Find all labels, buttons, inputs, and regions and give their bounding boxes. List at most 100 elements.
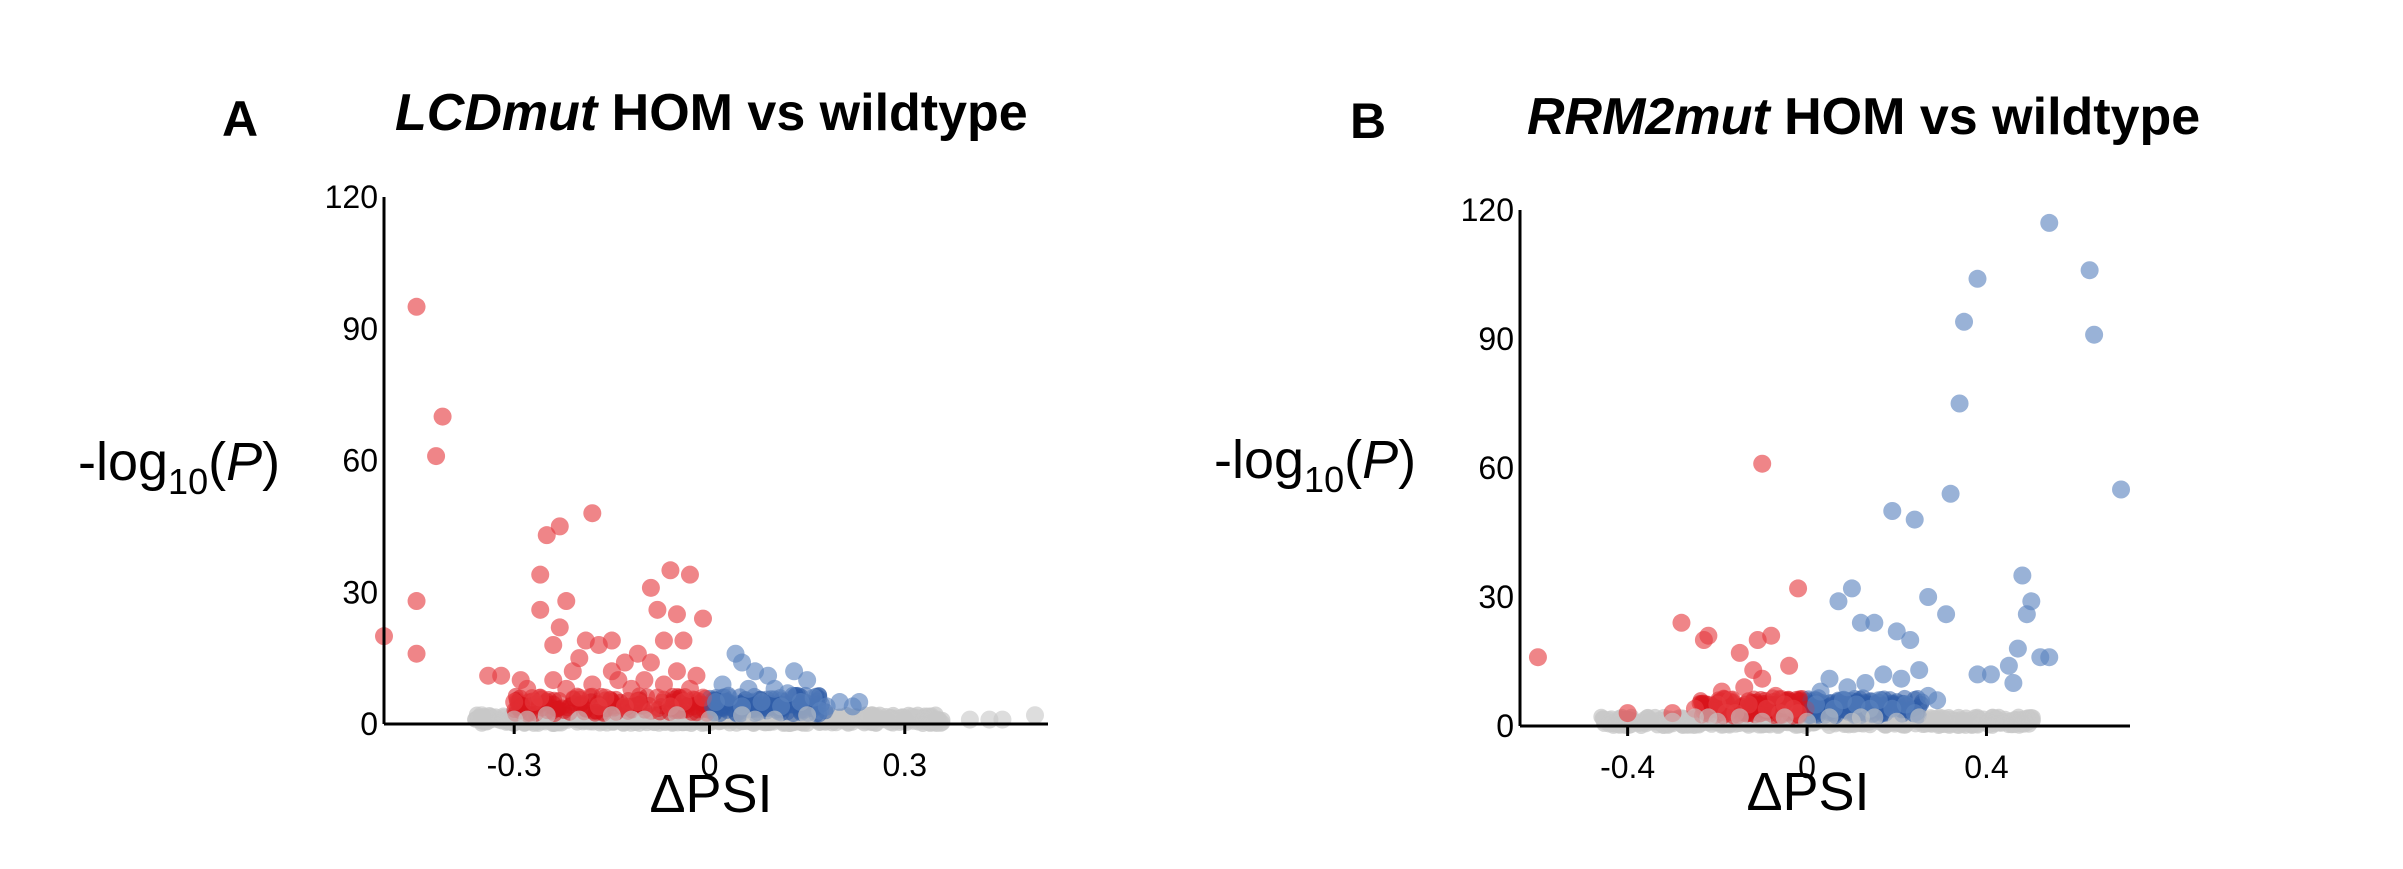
y-tick-label: 60 [1478,450,1514,486]
ns-point [746,710,765,729]
down-point [550,517,569,536]
down-point [693,609,712,628]
ns-point [1775,708,1794,727]
up-point [1937,605,1956,624]
ns-point [570,710,589,729]
ns-point [928,710,947,729]
down-point [544,671,563,690]
panel-b-title-gene: RRM2mut [1527,88,1772,146]
ns-point [1887,712,1906,731]
y-tick-label: 90 [1478,321,1514,357]
ns-point [1730,708,1749,727]
up-point [1941,484,1960,503]
panel-a-ylabel-prefix: -log [78,432,168,492]
down-point [667,605,686,624]
up-point [2008,639,2027,658]
ns-point [1955,712,1974,731]
down-point [570,688,589,707]
ns-point [518,710,537,729]
y-tick-label: 0 [1496,708,1514,744]
down-point [1694,631,1713,649]
panel-a-ylabel-open: ( [208,432,226,492]
ns-point [960,710,979,729]
ns-point [1753,712,1772,731]
up-point [1919,588,1938,606]
down-point [609,671,628,690]
up-point [2112,480,2131,499]
panel-b-x-axis-label: ΔPSI [1746,762,1869,822]
up-point [1928,691,1947,710]
ns-point [1820,708,1839,727]
down-point [407,644,426,663]
panel-a: A LCDmut HOM vs wildtype 0 30 60 90 120 -0.3… [78,84,1048,824]
panel-b-x-ticks: -0.4 0 0.4 [1600,726,2009,785]
down-point [667,662,686,681]
up-point [2013,566,2032,585]
ns-point [537,706,556,725]
down-point [589,697,608,716]
down-point [661,561,680,580]
panel-b-ylabel-prefix: -log [1214,430,1304,490]
panel-a-x-ticks: -0.3 0 0.3 [487,724,927,783]
panel-a-ylabel-sub: 10 [168,461,208,502]
down-point [654,631,673,650]
ns-point [1025,706,1044,725]
up-point [785,662,804,681]
down-point [628,644,647,663]
down-point [1730,643,1749,662]
down-point [427,447,446,466]
up-point [1892,669,1911,688]
panel-a-points [375,297,1044,732]
up-point [1905,510,1924,529]
up-point [707,693,725,712]
panel-a-title-gene: LCDmut [395,84,600,142]
ns-point [1685,708,1704,727]
ns-point [830,710,849,729]
ns-point [472,706,491,725]
ns-point [765,710,784,729]
down-point [557,592,576,611]
down-point [407,297,426,316]
down-point [531,600,550,619]
y-tick-label: 0 [360,706,378,742]
ns-point [876,710,895,729]
up-point [2085,325,2104,344]
panel-a-letter: A [222,91,258,147]
up-point [752,693,771,712]
ns-point [667,706,686,725]
up-point [1856,674,1875,692]
down-point [635,671,654,690]
y-tick-label: 60 [342,443,378,479]
up-point [2040,648,2059,667]
panel-a-ylabel-close: ) [262,432,280,492]
down-point [615,653,634,672]
up-point [1829,592,1848,611]
panel-a-title-rest: HOM vs wildtype [597,84,1028,142]
up-point [850,693,869,712]
ns-point [1865,708,1884,727]
up-point [1968,269,1987,288]
up-point [733,653,752,672]
panel-a-y-axis-label: -log10(P) [78,432,280,502]
panel-b-ylabel-var: P [1362,430,1398,490]
x-tick-label: 0.4 [1964,749,2008,785]
down-point [1753,669,1772,688]
ns-point [1971,711,1988,728]
down-point [1618,704,1637,723]
y-tick-label: 30 [1478,579,1514,615]
up-point [1950,394,1969,413]
ns-point [1663,712,1682,731]
down-point [531,565,550,584]
panel-b-title: RRM2mut HOM vs wildtype [1527,88,2200,146]
panel-b-title-rest: HOM vs wildtype [1770,88,2201,146]
x-tick-label: 0.3 [883,747,927,783]
up-point [1883,502,1902,520]
down-point [557,679,576,698]
down-point [680,565,699,584]
down-point [1753,454,1772,473]
down-point [505,693,524,712]
up-point [1910,661,1929,680]
up-point [739,679,758,698]
panel-a-x-axis-label: ΔPSI [649,764,772,824]
